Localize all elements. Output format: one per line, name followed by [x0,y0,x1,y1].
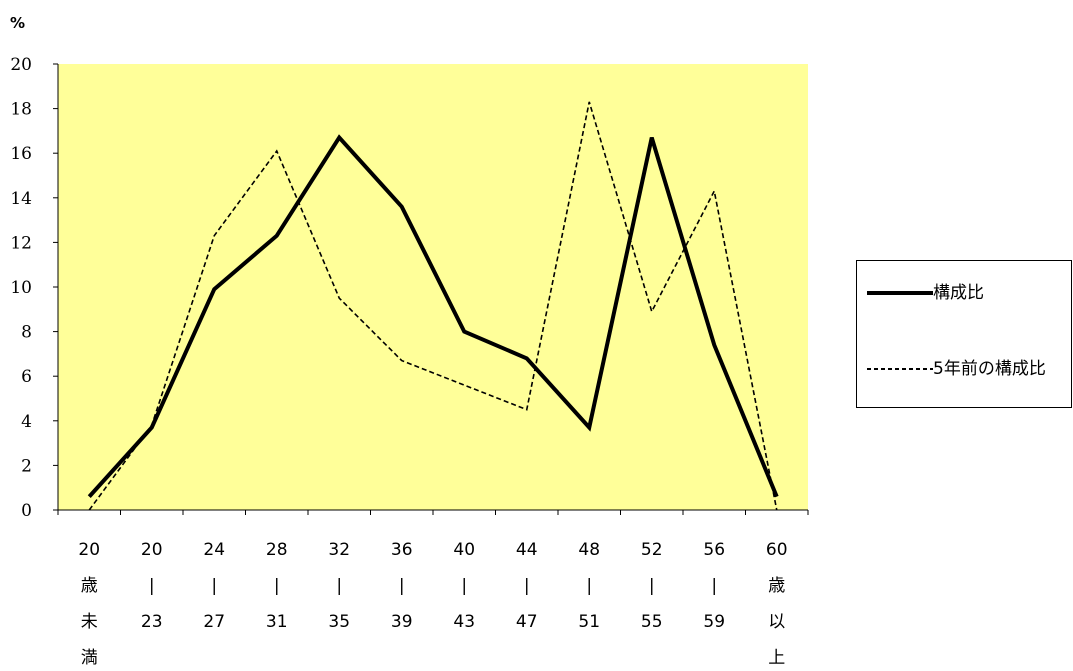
legend-swatch-dashed [857,359,933,379]
x-tick-label: 52 [641,540,663,560]
y-tick-label: 4 [21,412,32,432]
plot-area [58,64,808,510]
x-tick-label: 20 [141,540,163,560]
legend-label-previous: 5年前の構成比 [933,359,1046,379]
x-tick-label: 31 [266,612,288,632]
y-tick-label: 14 [10,189,32,209]
x-tick-label: 歳 [81,576,98,596]
series-line-current [87,134,779,498]
x-tick-label: 51 [578,612,600,632]
x-tick-label: 36 [391,540,413,560]
x-tick-label: | [524,576,530,596]
x-tick-label: 満 [81,648,98,668]
legend-item-previous: 5年前の構成比 [857,359,1053,379]
x-tick-label: | [461,576,467,596]
x-tick-label: 40 [453,540,475,560]
x-tick-label: 24 [203,540,225,560]
x-tick-label: | [586,576,592,596]
x-tick-label: 43 [453,612,475,632]
x-tick-label: | [336,576,342,596]
x-tick-label: | [711,576,717,596]
y-tick-label: 20 [10,55,32,75]
x-tick-label: | [149,576,155,596]
x-tick-label: 44 [516,540,538,560]
x-tick-label: | [649,576,655,596]
x-tick-label: | [399,576,405,596]
legend-item-current: 構成比 [857,283,1053,303]
y-tick-label: 10 [10,278,32,298]
legend-swatch-solid [857,283,933,303]
x-tick-label: 27 [203,612,225,632]
x-tick-label: 39 [391,612,413,632]
x-tick-label: 60 [766,540,788,560]
x-tick-label: 20 [78,540,100,560]
x-tick-label: 32 [328,540,350,560]
x-tick-label: 以 [768,612,785,632]
y-tick-label: 6 [21,367,32,387]
x-tick-label: 23 [141,612,163,632]
y-tick-label: 8 [21,323,32,343]
x-tick-label: 35 [328,612,350,632]
x-tick-label: | [274,576,280,596]
x-tick-label: 上 [768,648,785,668]
x-tick-label: 59 [703,612,725,632]
legend-label-current: 構成比 [933,283,984,303]
y-tick-label: 0 [21,501,32,521]
y-tick-label: 18 [10,100,32,120]
x-tick-label: 歳 [768,576,785,596]
x-tick-label: 56 [703,540,725,560]
x-tick-label: 47 [516,612,538,632]
y-tick-label: 16 [10,144,32,164]
x-tick-label: | [211,576,217,596]
x-tick-label: 48 [578,540,600,560]
x-tick-label: 未 [81,612,98,632]
y-tick-label: 2 [21,456,32,476]
chart-legend: 構成比 5年前の構成比 [856,260,1072,408]
y-tick-label: 12 [10,233,32,253]
x-tick-label: 55 [641,612,663,632]
series-line-previous [88,101,778,511]
y-axis-unit-label: % [10,14,26,32]
x-tick-label: 28 [266,540,288,560]
